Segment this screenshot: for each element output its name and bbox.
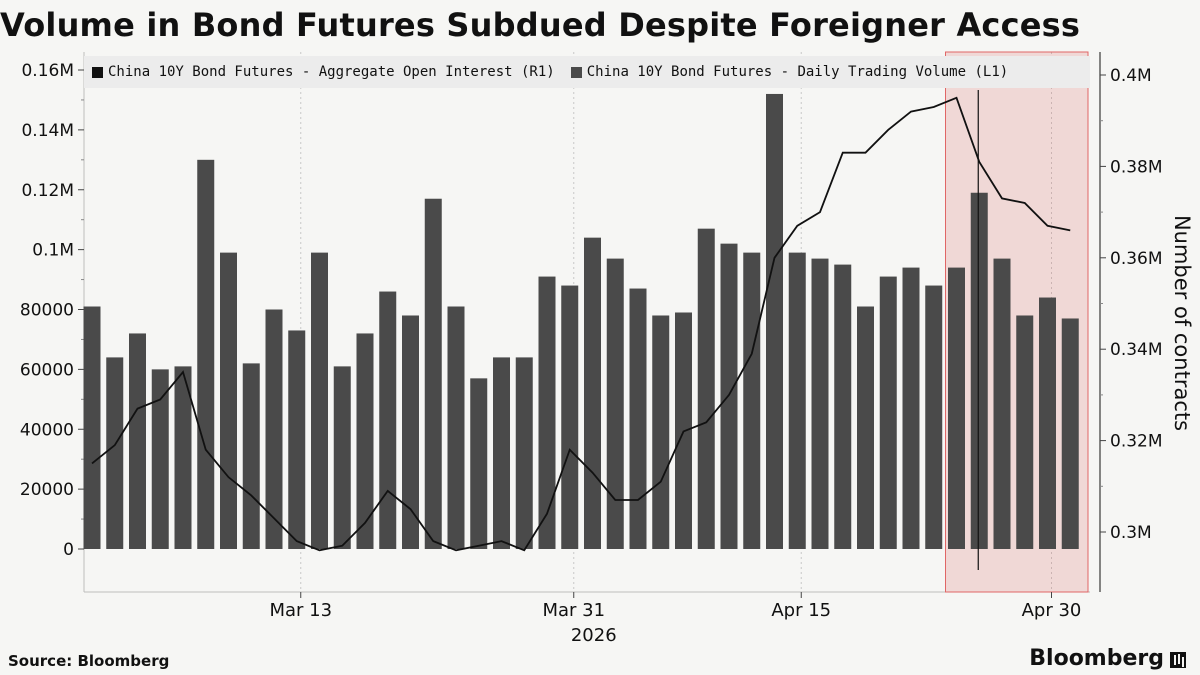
- bar-6: [220, 252, 237, 549]
- bar-10: [311, 252, 328, 549]
- bar-11: [333, 366, 351, 549]
- bar-33: [834, 264, 852, 549]
- bar-21: [561, 285, 579, 549]
- bar-38: [948, 267, 965, 549]
- bar-41: [1016, 315, 1034, 549]
- bar-1: [106, 357, 124, 549]
- x-year-label: 2026: [571, 625, 617, 646]
- bar-0: [83, 306, 101, 549]
- bar-12: [356, 333, 374, 549]
- bar-20: [538, 276, 556, 549]
- legend-swatch-open-interest: [92, 66, 103, 78]
- bar-25: [652, 315, 670, 549]
- bar-32: [811, 258, 829, 549]
- bar-13: [379, 291, 397, 549]
- y-right-tick-label-0: 0.3M: [1110, 523, 1152, 543]
- bar-36: [902, 267, 920, 549]
- bar-30: [766, 93, 783, 549]
- bar-14: [402, 315, 419, 549]
- x-tick-label-2: Apr 15: [771, 600, 831, 621]
- y-left-tick-label-5: 0.1M: [32, 241, 74, 261]
- legend-item-daily-volume: China 10Y Bond Futures - Daily Trading V…: [570, 64, 1009, 80]
- bar-22: [584, 237, 601, 549]
- legend-label-open-interest: China 10Y Bond Futures - Aggregate Open …: [108, 64, 555, 80]
- bar-37: [925, 285, 943, 549]
- brand-logo: Bloomberg: [1029, 646, 1186, 671]
- bar-2: [129, 333, 146, 549]
- y-left-tick-label-4: 80000: [20, 301, 74, 321]
- bar-23: [606, 258, 624, 549]
- y-right-tick-label-3: 0.36M: [1110, 249, 1163, 269]
- y-left-tick-label-0: 0: [63, 540, 74, 560]
- x-tick-label-3: Apr 30: [1022, 600, 1082, 621]
- bar-7: [242, 363, 260, 549]
- legend: China 10Y Bond Futures - Aggregate Open …: [84, 56, 1090, 88]
- x-tick-label-0: Mar 13: [269, 600, 332, 621]
- chart-title: Volume in Bond Futures Subdued Despite F…: [0, 6, 1081, 44]
- source-note: Source: Bloomberg: [8, 652, 170, 670]
- bar-8: [265, 309, 283, 549]
- y-left-tick-label-3: 60000: [20, 360, 74, 380]
- y-right-tick-label-2: 0.34M: [1110, 340, 1163, 360]
- bar-16: [447, 306, 465, 549]
- bar-19: [515, 357, 533, 549]
- bar-31: [788, 252, 806, 549]
- bar-3: [151, 369, 169, 549]
- bar-15: [424, 198, 442, 549]
- bar-9: [288, 330, 306, 549]
- bar-40: [993, 258, 1011, 549]
- y-right-tick-label-4: 0.38M: [1110, 157, 1163, 177]
- bar-43: [1061, 318, 1079, 549]
- y-right-tick-label-1: 0.32M: [1110, 432, 1163, 452]
- y-left-tick-label-8: 0.16M: [21, 61, 74, 81]
- bar-35: [879, 276, 897, 549]
- legend-item-open-interest: China 10Y Bond Futures - Aggregate Open …: [92, 64, 555, 80]
- bar-17: [470, 378, 488, 549]
- bloomberg-terminal-icon: [1170, 651, 1186, 668]
- bar-24: [629, 288, 647, 549]
- x-tick-label-1: Mar 31: [542, 600, 605, 621]
- brand-wordmark: Bloomberg: [1029, 646, 1164, 671]
- y-left-tick-label-6: 0.12M: [21, 181, 74, 201]
- y-left-tick-label-7: 0.14M: [21, 121, 74, 141]
- y-left-tick-label-2: 40000: [20, 420, 74, 440]
- bar-29: [743, 252, 761, 549]
- bar-27: [697, 228, 715, 549]
- bar-5: [197, 159, 215, 549]
- bar-42: [1039, 297, 1056, 549]
- y-right-tick-label-5: 0.4M: [1110, 66, 1152, 86]
- open-interest-line: [91, 96, 1071, 552]
- legend-swatch-daily-volume: [570, 66, 582, 78]
- legend-label-daily-volume: China 10Y Bond Futures - Daily Trading V…: [586, 64, 1009, 80]
- bar-39: [970, 192, 988, 549]
- bar-18: [493, 357, 510, 549]
- y-left-tick-label-1: 20000: [20, 480, 74, 500]
- bar-34: [857, 306, 874, 549]
- y-right-axis-title: Number of contracts: [1170, 215, 1194, 431]
- bar-28: [720, 243, 738, 549]
- bar-4: [174, 366, 192, 549]
